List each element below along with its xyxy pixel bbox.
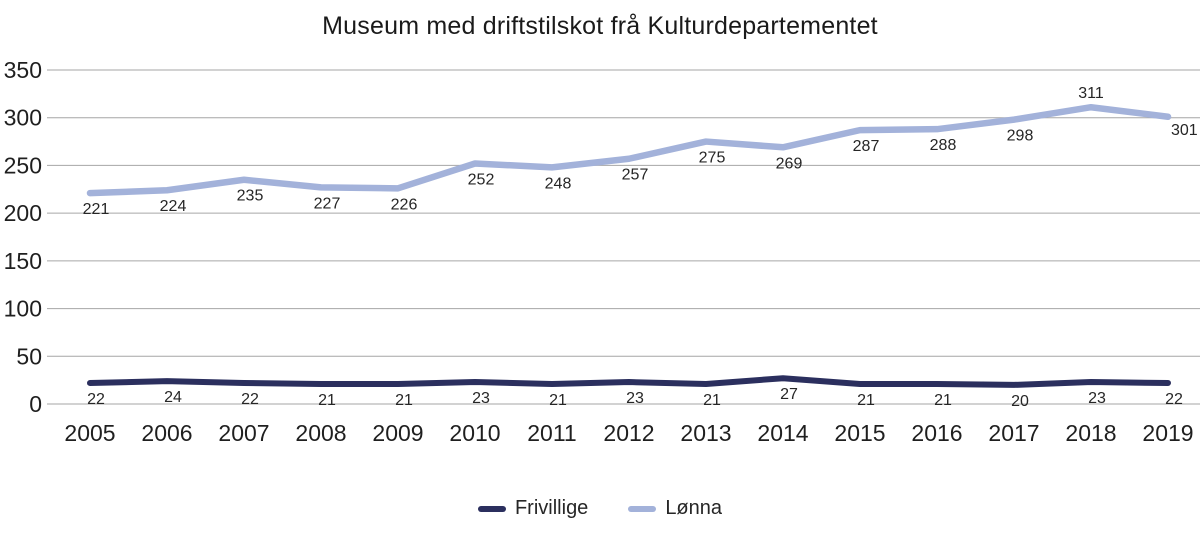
- data-point-label: 226: [391, 196, 418, 213]
- data-point-label: 22: [241, 391, 259, 408]
- data-point-label: 21: [395, 392, 413, 409]
- x-axis-year-label: 2014: [757, 420, 808, 446]
- y-axis-tick-label: 200: [4, 200, 42, 226]
- legend-label-frivillige: Frivillige: [514, 497, 589, 519]
- x-axis-year-label: 2010: [449, 420, 500, 446]
- data-point-label: 23: [1088, 390, 1106, 407]
- data-point-label: 298: [1007, 128, 1034, 145]
- data-point-label: 21: [857, 392, 875, 409]
- data-point-label: 21: [703, 392, 721, 409]
- data-point-label: 20: [1011, 393, 1029, 410]
- series-line-frivillige: [87, 375, 1171, 388]
- data-point-label: 248: [545, 175, 572, 192]
- y-axis-tick-label: 100: [4, 296, 42, 322]
- legend-item-lonna: Lønna: [628, 497, 722, 520]
- data-point-label: 221: [83, 201, 110, 218]
- y-axis-tick-label: 300: [4, 105, 42, 131]
- series-line-lønna: [86, 103, 1172, 197]
- data-point-label: 224: [160, 198, 187, 215]
- x-axis-year-label: 2018: [1065, 420, 1116, 446]
- data-point-label: 21: [934, 392, 952, 409]
- y-axis-tick-label: 350: [4, 57, 42, 83]
- chart-title: Museum med driftstilskot frå Kulturdepar…: [322, 12, 878, 40]
- data-point-label: 21: [318, 392, 336, 409]
- y-axis-tick-label: 150: [4, 248, 42, 274]
- x-axis-year-label: 2008: [295, 420, 346, 446]
- x-axis-year-label: 2017: [988, 420, 1039, 446]
- x-axis-year-label: 2019: [1142, 420, 1193, 446]
- y-axis-tick-label: 50: [16, 343, 42, 369]
- data-point-label: 22: [1165, 391, 1183, 408]
- legend-item-frivillige: Frivillige: [477, 497, 589, 520]
- line-chart-plot-area: 0 50 100 150 200 250 300 350 2005 2006 2007 2008 200…: [4, 57, 1200, 446]
- x-axis-year-label: 2011: [527, 420, 576, 446]
- x-axis-year-label: 2006: [141, 420, 192, 446]
- data-point-label: 275: [699, 150, 726, 167]
- data-point-label: 21: [549, 392, 567, 409]
- data-point-label: 252: [468, 172, 495, 189]
- data-point-label: 24: [164, 389, 182, 406]
- data-point-label: 287: [853, 138, 880, 155]
- data-point-label: 23: [626, 390, 644, 407]
- frivillige-line-swatch-icon: [477, 505, 506, 512]
- data-point-label: 23: [472, 390, 490, 407]
- data-point-label: 311: [1078, 85, 1104, 102]
- legend-label-lonna: Lønna: [665, 497, 723, 519]
- y-axis-tick-label: 250: [4, 152, 42, 178]
- x-axis-year-label: 2016: [911, 420, 962, 446]
- x-axis-year-label: 2005: [64, 420, 115, 446]
- x-axis-year-label: 2009: [372, 420, 423, 446]
- data-point-label: 22: [87, 391, 105, 408]
- data-point-label: 27: [780, 386, 798, 403]
- y-axis-tick-label: 0: [29, 391, 42, 417]
- data-point-label: 235: [237, 188, 264, 205]
- x-axis-year-label: 2007: [218, 420, 269, 446]
- chart-legend: Frivillige Lønna: [0, 497, 1200, 520]
- x-axis-year-label: 2012: [603, 420, 654, 446]
- data-point-label: 288: [930, 137, 957, 154]
- x-axis-year-label: 2015: [834, 420, 885, 446]
- data-point-label: 227: [314, 195, 341, 212]
- data-point-label: 301: [1171, 122, 1198, 139]
- lonna-line-swatch-icon: [628, 505, 657, 512]
- data-point-label: 269: [776, 155, 803, 172]
- data-point-label: 257: [622, 167, 649, 184]
- x-axis-year-label: 2013: [680, 420, 731, 446]
